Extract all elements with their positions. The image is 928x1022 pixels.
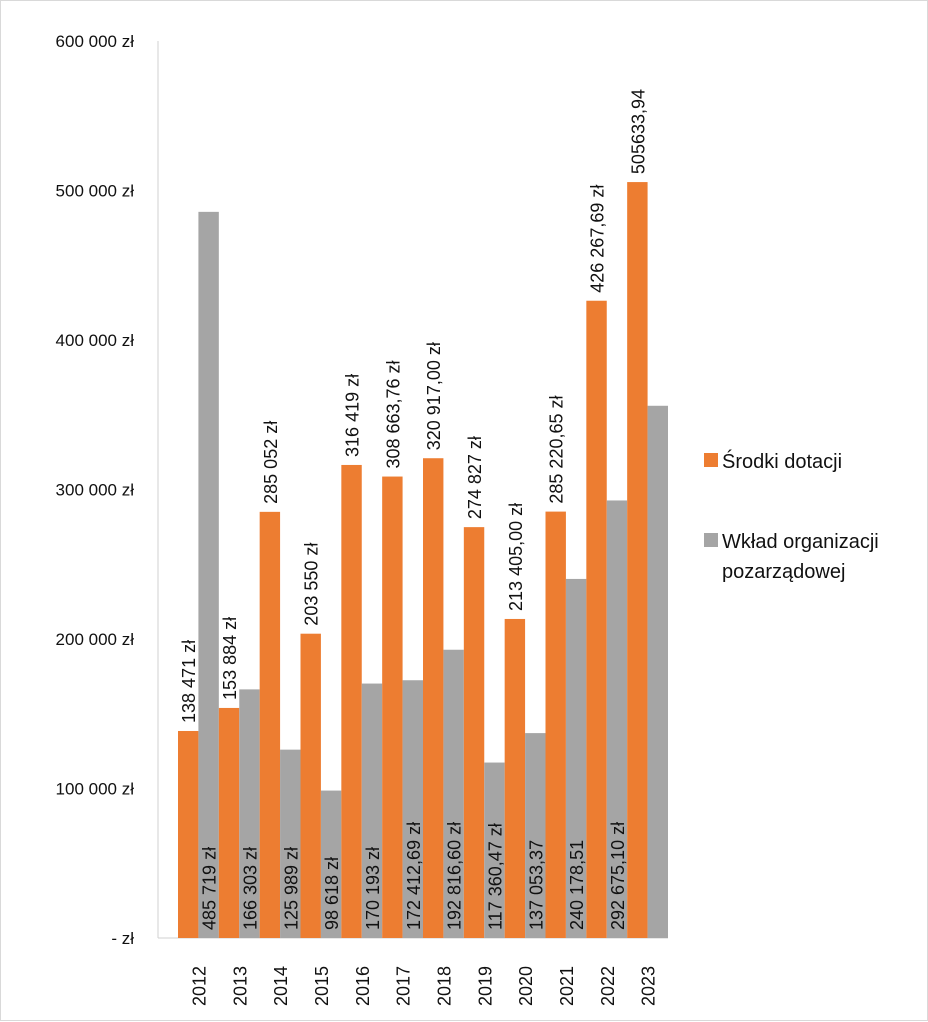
data-label-srodki-dotacji-2021: 285 220,65 zł [547,396,567,504]
bar-wklad-organizacji-pozarzadowej-2023 [647,405,668,938]
legend-label: Wkład organizacji [722,531,879,553]
x-tick-label: 2012 [189,966,209,1006]
bar-srodki-dotacji-2022 [586,300,607,938]
x-tick-label: 2022 [598,966,618,1006]
data-label-srodki-dotacji-2012: 138 471 zł [179,640,199,723]
bar-srodki-dotacji-2012 [178,730,199,938]
bar-srodki-dotacji-2019 [463,527,485,938]
bar-wklad-organizacji-pozarzadowej-2013 [239,689,260,938]
data-label-srodki-dotacji-2019: 274 827 zł [465,436,485,519]
data-label-srodki-dotacji-2022: 426 267,69 zł [588,185,608,293]
data-label-srodki-dotacji-2015: 203 550 zł [302,543,322,626]
x-tick-label: 2020 [516,966,536,1006]
y-tick-label: - zł [111,929,134,948]
x-tick-label: 2019 [475,966,495,1006]
bar-wklad-organizacji-pozarzadowej-2016 [361,683,383,938]
bar-srodki-dotacji-2016 [341,464,362,938]
bar-wklad-organizacji-pozarzadowej-2012 [198,211,219,938]
data-labels-layer: 138 471 zł 485 719 zł 153 884 zł 166 303 zł… [179,89,648,930]
data-label-wklad-organizacji-pozarzadowej-2020: 137 053,37 [526,840,546,930]
bar-wklad-organizacji-pozarzadowej-2015 [320,790,342,938]
legend: Środki dotacji Wkład organizacji pozarządo… [704,449,879,583]
data-label-wklad-organizacji-pozarzadowej-2017: 172 412,69 zł [404,822,424,930]
bar-srodki-dotacji-2018 [423,458,444,938]
data-label-wklad-organizacji-pozarzadowej-2015: 98 618 zł [322,857,342,930]
data-label-srodki-dotacji-2018: 320 917,00 zł [424,342,444,450]
bar-srodki-dotacji-2020 [504,618,526,938]
x-tick-label: 2023 [639,966,659,1006]
bar-wklad-organizacji-pozarzadowej-2018 [443,649,464,938]
bar-srodki-dotacji-2023 [627,182,648,938]
y-tick-label: 400 000 zł [56,331,135,350]
bar-wklad-organizacji-pozarzadowej-2017 [402,680,423,938]
bar-wklad-organizacji-pozarzadowej-2022 [606,500,628,938]
data-label-wklad-organizacji-pozarzadowej-2013: 166 303 zł [240,847,260,930]
bar-wklad-organizacji-pozarzadowej-2019 [484,762,505,938]
data-label-srodki-dotacji-2017: 308 663,76 zł [383,360,403,468]
legend-label: pozarządowej [722,561,845,583]
bar-srodki-dotacji-2013 [218,707,240,938]
x-tick-label: 2016 [353,966,373,1006]
bar-wklad-organizacji-pozarzadowej-2021 [565,578,587,938]
y-tick-label: 300 000 zł [56,481,135,500]
bar-srodki-dotacji-2014 [259,511,281,938]
y-tick-label: 500 000 zł [56,182,135,201]
x-tick-label: 2015 [312,966,332,1006]
x-tick-label: 2018 [434,966,454,1006]
x-tick-label: 2013 [230,966,250,1006]
data-label-srodki-dotacji-2014: 285 052 zł [261,421,281,504]
y-tick-label: 100 000 zł [56,780,135,799]
x-tick-label: 2021 [557,966,577,1006]
legend-swatch [704,453,718,467]
data-label-wklad-organizacji-pozarzadowej-2014: 125 989 zł [281,847,301,930]
bar-wklad-organizacji-pozarzadowej-2020 [525,733,546,938]
bars-layer [178,182,668,938]
data-label-srodki-dotacji-2013: 153 884 zł [220,617,240,700]
x-tick-label: 2017 [394,966,414,1006]
legend-item-srodki-dotacji: Środki dotacji [704,449,842,473]
data-label-srodki-dotacji-2016: 316 419 zł [343,374,363,457]
bar-srodki-dotacji-2017 [382,476,403,938]
y-tick-label: 600 000 zł [56,32,135,51]
axis-layer: - zł 100 000 zł 200 000 zł 300 000 zł 400 00… [56,32,668,1006]
y-tick-label: 200 000 zł [56,630,135,649]
data-label-srodki-dotacji-2023: 505633,94 [628,89,648,174]
bar-srodki-dotacji-2015 [300,633,321,938]
bar-srodki-dotacji-2021 [545,511,566,938]
legend-item-wklad-organizacji-pozarzadowej: Wkład organizacji pozarządowej [704,531,879,583]
legend-swatch [704,533,718,547]
data-label-srodki-dotacji-2020: 213 405,00 zł [506,503,526,611]
data-label-wklad-organizacji-pozarzadowej-2022: 292 675,10 zł [608,822,628,930]
x-tick-label: 2014 [271,966,291,1006]
data-label-wklad-organizacji-pozarzadowej-2012: 485 719 zł [200,847,220,930]
legend-label: Środki dotacji [722,449,842,473]
data-label-wklad-organizacji-pozarzadowej-2019: 117 360,47 zł [485,823,505,930]
data-label-wklad-organizacji-pozarzadowej-2021: 240 178,51 [567,840,587,930]
data-label-wklad-organizacji-pozarzadowej-2018: 192 816,60 zł [445,822,465,930]
data-label-wklad-organizacji-pozarzadowej-2016: 170 193 zł [363,847,383,930]
bar-wklad-organizacji-pozarzadowej-2014 [280,749,301,938]
